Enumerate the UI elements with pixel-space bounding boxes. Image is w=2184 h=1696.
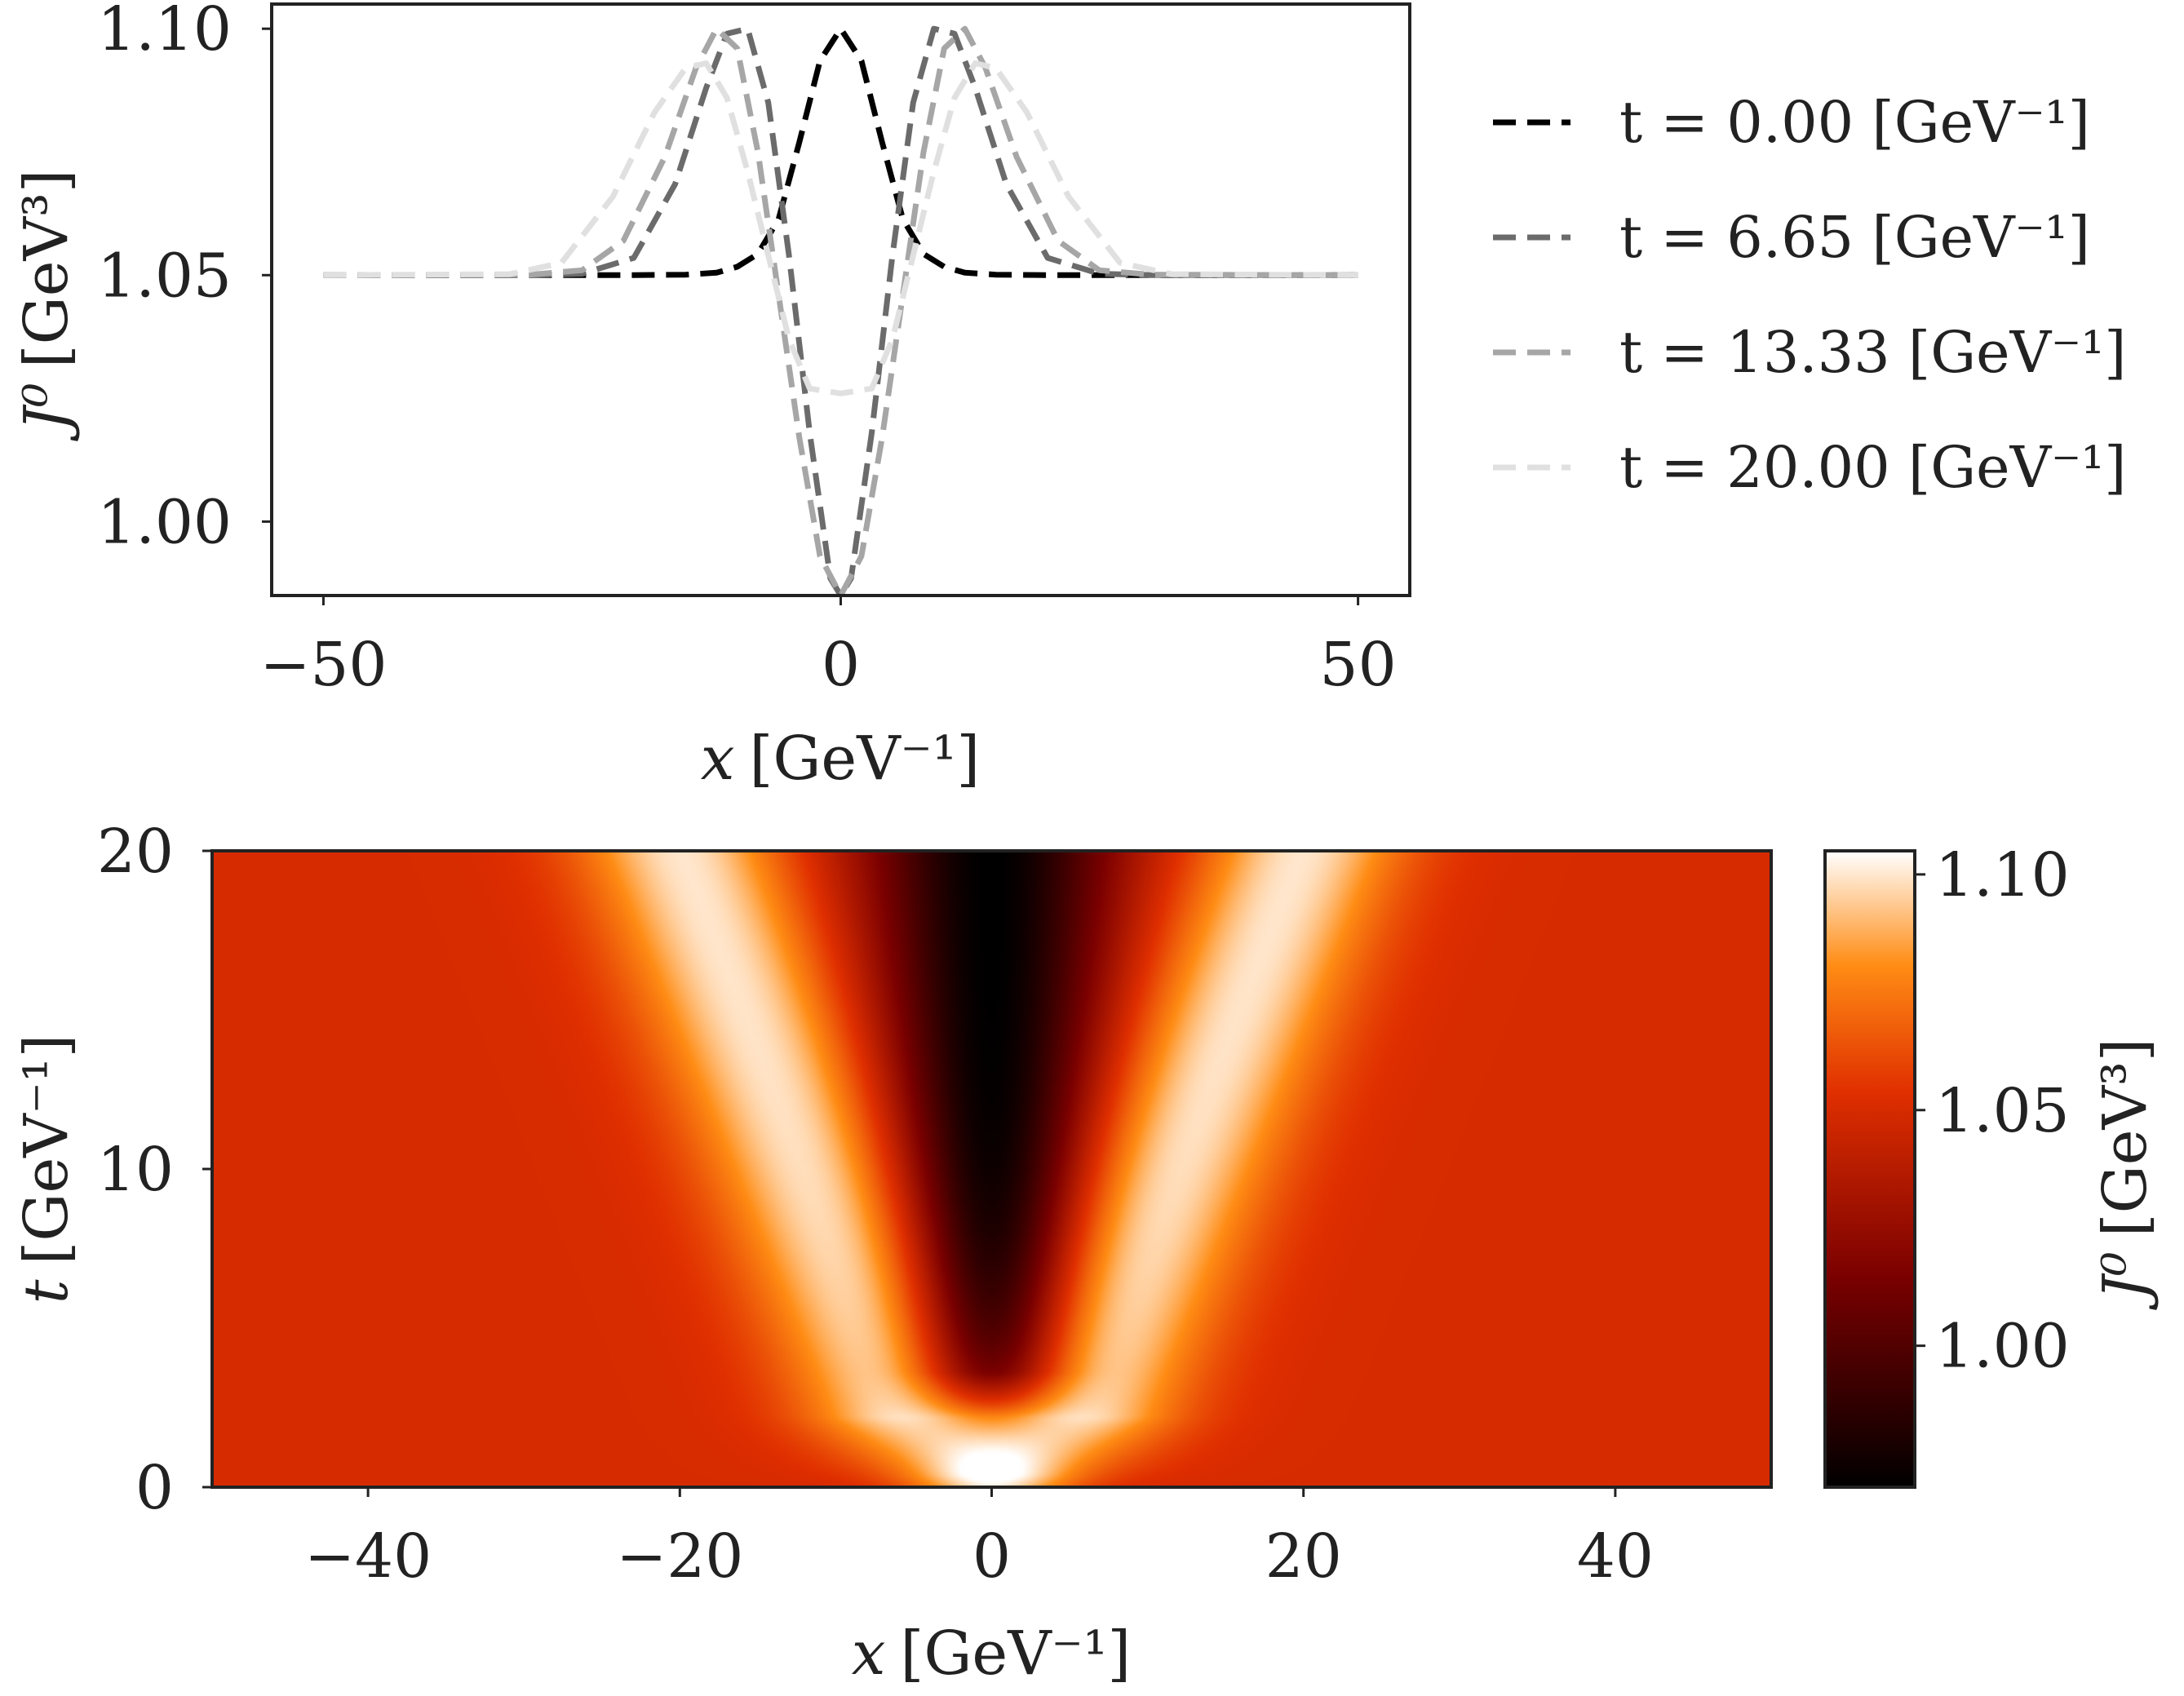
colorbar-tick-label: 1.00 [1935,1312,2070,1382]
line-series-1 [323,25,1358,596]
x-tick-label: 0 [822,630,860,700]
colorbar-tick-label: 1.10 [1935,840,2070,910]
line-plot-x-label: x [GeV⁻¹] [701,724,981,794]
x-tick-label: −20 [616,1521,743,1592]
colorbar [1823,849,1916,1489]
y-tick-label: 1.05 [97,241,232,311]
y-tick-label: 1.00 [97,487,232,557]
legend-label-0: t = 0.00 [GeV⁻¹] [1619,89,2090,156]
line-plot-frame [270,2,1411,597]
legend: t = 0.00 [GeV⁻¹] t = 6.65 [GeV⁻¹] t = 13.3… [1493,89,2126,501]
x-tick-label: 50 [1320,630,1397,700]
y-tick-label: 0 [135,1453,174,1523]
x-tick-label: −50 [259,630,387,700]
x-tick-label: −40 [304,1521,432,1592]
line-plot-y-label: J⁰[GeV³] [11,169,82,441]
heatmap-image [212,851,1771,1487]
y-tick-label: 20 [97,817,174,887]
colorbar-tick-label: 1.05 [1935,1076,2070,1146]
line-series-3 [323,60,1358,396]
line-plot-x-ticks: −50 0 50 [259,596,1397,700]
heatmap-x-label: x [GeV⁻¹] [852,1619,1132,1689]
colorbar-ticks: 1.00 1.05 1.10 [1915,840,2070,1382]
x-tick-label: 40 [1577,1521,1654,1592]
heatmap-y-ticks: 0 10 20 [97,817,212,1523]
x-tick-label: 0 [972,1521,1011,1592]
y-tick-label: 10 [97,1135,174,1205]
line-plot-y-ticks: 1.00 1.05 1.10 [97,0,272,557]
y-tick-label: 1.10 [97,0,232,64]
line-series-0 [323,25,1358,278]
heatmap-panel: −40 −20 0 20 40 0 10 20 x [GeV⁻¹] t[GeV⁻¹] 1.00… [11,817,2160,1689]
heatmap-x-ticks: −40 −20 0 20 40 [304,1487,1654,1592]
heatmap-y-label: t[GeV⁻¹] [11,1034,82,1304]
line-plot-panel: −50 0 50 1.00 1.05 1.10 x [GeV⁻¹] J⁰[GeV³] t … [11,0,2126,794]
legend-label-3: t = 20.00 [GeV⁻¹] [1619,434,2126,501]
colorbar-label: J⁰[GeV³] [2090,1038,2160,1310]
line-series-group [323,25,1358,596]
legend-label-1: t = 6.65 [GeV⁻¹] [1619,204,2090,271]
legend-label-2: t = 13.33 [GeV⁻¹] [1619,319,2126,386]
line-series-2 [323,25,1358,596]
x-tick-label: 20 [1265,1521,1342,1592]
